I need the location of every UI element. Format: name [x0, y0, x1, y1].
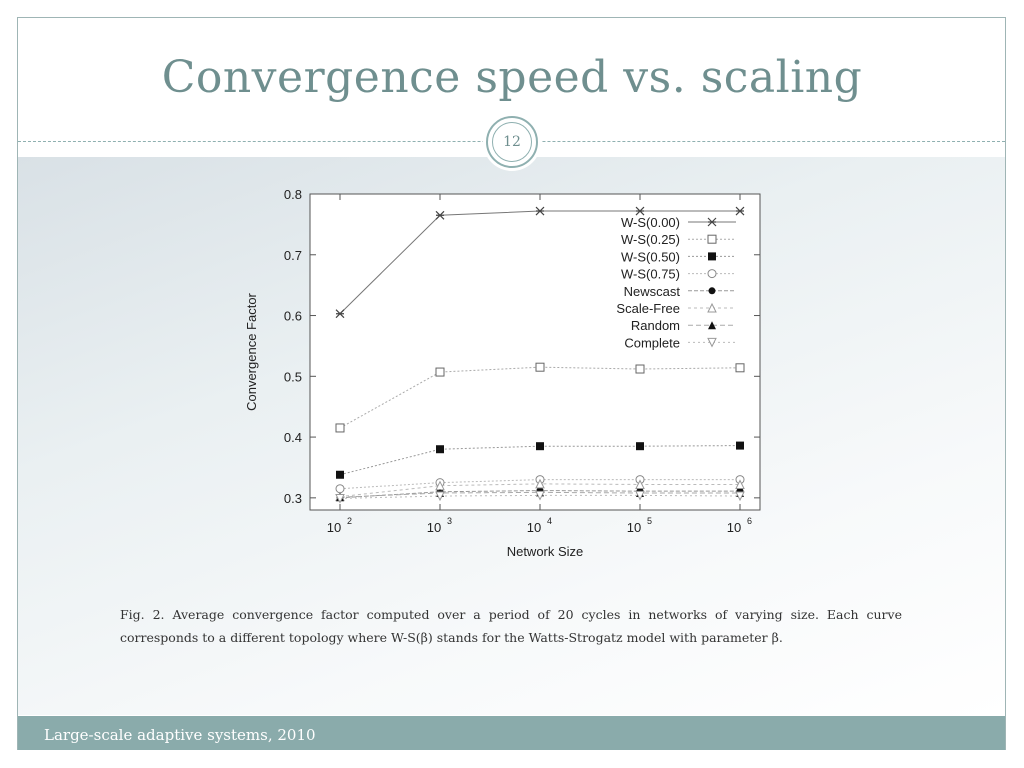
footer-text: Large-scale adaptive systems, 2010 [44, 726, 316, 744]
data-point [536, 442, 544, 451]
data-point [735, 491, 745, 502]
data-point [635, 479, 645, 489]
plot-area [309, 193, 761, 511]
y-tick-label: 0.7 [284, 248, 302, 263]
data-point [636, 442, 644, 451]
figure-caption: Fig. 2. Average convergence factor compu… [120, 607, 902, 645]
data-point [336, 470, 344, 479]
data-point [435, 367, 445, 377]
x-tick-label: 10 [427, 520, 441, 535]
x-tick-label: 10 [327, 520, 341, 535]
data-point [335, 423, 345, 433]
data-point [735, 363, 745, 373]
legend-marker [707, 217, 717, 227]
x-axis-label: Network Size [507, 544, 584, 559]
x-tick-label: 10 [527, 520, 541, 535]
slide-title: Convergence speed vs. scaling [161, 52, 863, 103]
x-tick-exponent: 2 [347, 516, 352, 526]
legend-marker [708, 287, 716, 295]
x-tick-label: 10 [727, 520, 741, 535]
legend-label: W-S(0.50) [621, 249, 680, 264]
slide-number-badge: 12 [486, 116, 538, 168]
legend-label: Newscast [624, 284, 681, 299]
legend-marker [708, 252, 716, 261]
y-axis-label: Convergence Factor [244, 292, 259, 410]
data-point [535, 362, 545, 372]
y-tick-label: 0.4 [284, 430, 302, 445]
data-point [635, 490, 645, 501]
data-point [335, 493, 345, 504]
legend-label: Complete [624, 335, 680, 350]
data-point [435, 491, 445, 502]
legend-marker [707, 234, 717, 244]
x-tick-exponent: 4 [547, 516, 552, 526]
y-tick-label: 0.5 [284, 369, 302, 384]
legend-marker [707, 269, 717, 279]
x-tick-exponent: 3 [447, 516, 452, 526]
legend-marker [708, 321, 716, 330]
legend-marker [707, 337, 717, 348]
series-line [339, 366, 741, 429]
data-point [635, 364, 645, 374]
slide-number: 12 [492, 122, 532, 162]
legend-label: Scale-Free [616, 301, 680, 316]
y-tick-label: 0.3 [284, 491, 302, 506]
legend-marker [707, 302, 717, 313]
data-point [535, 490, 545, 501]
y-tick-label: 0.8 [284, 187, 302, 202]
data-point [736, 441, 744, 450]
convergence-chart: 0.3 0.4 0.5 0.6 0.7 0.8 10 2 10 3 10 4 10 5 10 6 Network… [244, 187, 761, 559]
footer-bar [18, 716, 1005, 750]
legend-label: W-S(0.00) [621, 215, 680, 230]
data-point [535, 478, 545, 489]
data-point [435, 210, 445, 220]
series-line [339, 445, 741, 476]
data-point [335, 309, 345, 319]
data-point [436, 445, 444, 454]
data-point [535, 206, 545, 216]
figure: 0.3 0.4 0.5 0.6 0.7 0.8 10 2 10 3 10 4 10 5 10 6 Network… [240, 182, 780, 572]
data-point [735, 479, 745, 489]
x-tick-exponent: 5 [647, 516, 652, 526]
data-point [635, 206, 645, 216]
x-tick-label: 10 [627, 520, 641, 535]
legend-label: Random [631, 318, 680, 333]
legend-label: W-S(0.75) [621, 267, 680, 282]
legend-label: W-S(0.25) [621, 232, 680, 247]
data-point [735, 206, 745, 216]
y-tick-label: 0.6 [284, 309, 302, 324]
x-tick-exponent: 6 [747, 516, 752, 526]
